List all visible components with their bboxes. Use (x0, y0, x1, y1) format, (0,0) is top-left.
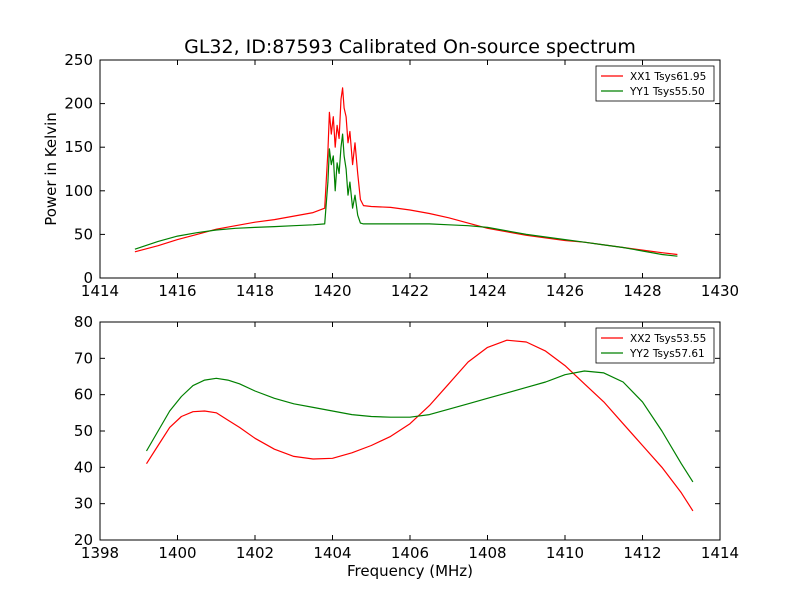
y-tick-label: 30 (74, 495, 93, 513)
x-tick-label: 1424 (468, 282, 506, 300)
y-axis-title: Power in Kelvin (42, 112, 60, 226)
y-tick-label: 250 (64, 51, 93, 69)
bottom-panel: 1398 1400 1402 1404 1406 1408 1410 1412 1414 20 30… (74, 313, 739, 580)
legend: XX2 Tsys53.55 YY2 Tsys57.61 (595, 327, 715, 364)
legend-box (595, 65, 715, 102)
y-tick-label: 50 (74, 422, 93, 440)
x-tick-label: 1408 (468, 544, 506, 562)
x-tick-label: 1414 (81, 282, 119, 300)
legend-label: XX2 Tsys53.55 (630, 333, 706, 345)
x-tick-label: 1400 (158, 544, 196, 562)
x-tick-label: 1414 (701, 544, 739, 562)
y-tick-label: 200 (64, 95, 93, 113)
y-tick-label: 80 (74, 313, 93, 331)
y-tick-label: 50 (74, 225, 93, 243)
legend-label: XX1 Tsys61.95 (630, 71, 706, 83)
y-tick-label: 20 (74, 531, 93, 549)
x-tick-label: 1412 (623, 544, 661, 562)
x-tick-label: 1418 (236, 282, 274, 300)
y-tick-label: 70 (74, 349, 93, 367)
x-tick-label: 1428 (623, 282, 661, 300)
x-tick-label: 1406 (391, 544, 429, 562)
series-line-yy (145, 370, 694, 483)
x-tick-label: 1404 (313, 544, 351, 562)
figure-title: GL32, ID:87593 Calibrated On-source spec… (184, 36, 636, 58)
x-tick-label: 1410 (546, 544, 584, 562)
x-tick-label: 1398 (81, 544, 119, 562)
y-tick-label: 150 (64, 138, 93, 156)
y-tick-label: 0 (83, 269, 93, 287)
x-tick-label: 1416 (158, 282, 196, 300)
y-tick-label: 100 (64, 182, 93, 200)
series-line-xx (145, 339, 694, 512)
x-tick-label: 1430 (701, 282, 739, 300)
x-tick-label: 1402 (236, 544, 274, 562)
x-tick-label: 1426 (546, 282, 584, 300)
legend-label: YY1 Tsys55.50 (629, 86, 705, 98)
series-line-xx (134, 87, 678, 256)
x-axis-title: Frequency (MHz) (347, 562, 473, 580)
legend-box (595, 327, 715, 364)
top-panel: 1414 1416 1418 1420 1422 1424 1426 1428 1430 0 50 1… (42, 51, 739, 300)
x-tick-label: 1420 (313, 282, 351, 300)
legend: XX1 Tsys61.95 YY1 Tsys55.50 (595, 65, 715, 102)
series-line-yy (134, 133, 678, 257)
legend-label: YY2 Tsys57.61 (629, 348, 705, 360)
y-tick-label: 40 (74, 458, 93, 476)
x-tick-label: 1422 (391, 282, 429, 300)
y-tick-label: 60 (74, 386, 93, 404)
